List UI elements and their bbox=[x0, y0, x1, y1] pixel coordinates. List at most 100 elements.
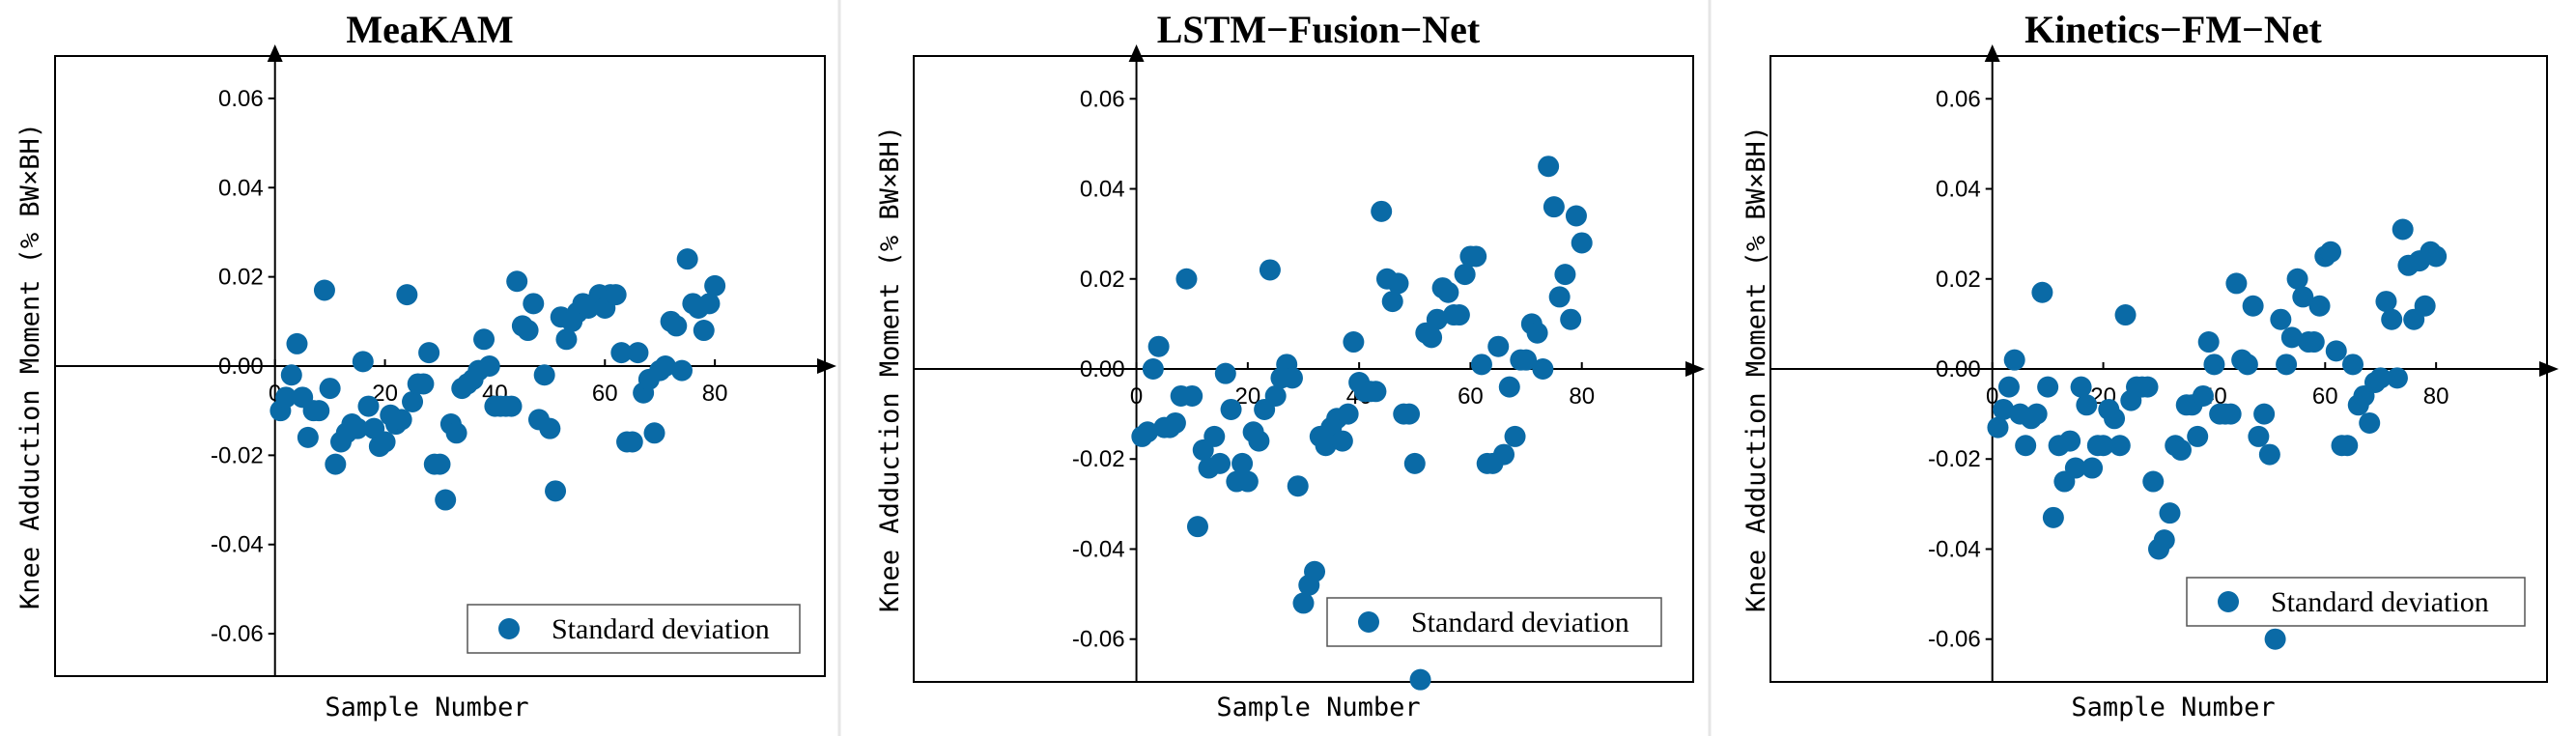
data-point bbox=[2381, 309, 2402, 330]
data-point bbox=[2326, 340, 2347, 361]
data-point bbox=[2109, 435, 2131, 456]
data-point bbox=[1527, 323, 1548, 344]
data-point bbox=[1248, 431, 1269, 452]
data-point bbox=[1505, 426, 1526, 447]
data-point bbox=[320, 378, 341, 399]
chart-title: Kinetics−FM−Net bbox=[2024, 8, 2322, 51]
data-point bbox=[1143, 358, 1164, 380]
data-point bbox=[1437, 282, 1458, 303]
y-tick-label: -0.02 bbox=[211, 442, 264, 468]
data-point bbox=[2243, 296, 2264, 317]
data-point bbox=[2387, 367, 2408, 388]
data-point bbox=[314, 279, 335, 300]
legend-label: Standard deviation bbox=[1411, 607, 1629, 638]
legend-label: Standard deviation bbox=[552, 613, 770, 645]
data-point bbox=[1571, 232, 1593, 253]
data-point bbox=[2071, 377, 2092, 398]
data-point bbox=[1338, 404, 1359, 425]
data-point bbox=[2425, 245, 2447, 267]
data-point bbox=[1549, 286, 1571, 307]
y-tick-label: -0.02 bbox=[1928, 446, 1981, 472]
x-axis-arrow bbox=[817, 358, 836, 374]
data-point bbox=[2392, 218, 2414, 240]
data-point bbox=[2415, 296, 2436, 317]
data-point bbox=[2304, 331, 2325, 353]
data-point bbox=[1175, 269, 1197, 290]
chart-panel-1: 0.060.040.020.00-0.02-0.04-0.060 20 40 60 80… bbox=[15, 8, 836, 722]
data-point bbox=[2081, 458, 2103, 479]
legend-marker bbox=[498, 618, 520, 639]
data-point bbox=[2170, 439, 2192, 461]
x-axis-arrow bbox=[1685, 361, 1705, 377]
y-tick-label: 0.04 bbox=[218, 175, 264, 201]
data-point bbox=[1455, 264, 1476, 285]
data-point bbox=[2137, 377, 2159, 398]
data-point bbox=[357, 396, 379, 417]
data-point bbox=[2359, 412, 2380, 434]
data-point bbox=[1371, 201, 1392, 222]
y-tick-label: -0.06 bbox=[1072, 627, 1125, 653]
data-point bbox=[1487, 336, 1509, 357]
data-point bbox=[1304, 561, 1325, 582]
data-point bbox=[677, 248, 698, 269]
y-tick-label: 0.02 bbox=[1936, 267, 1981, 293]
data-point bbox=[1365, 381, 1386, 402]
data-point bbox=[545, 480, 566, 501]
y-tick-label: 0.04 bbox=[1936, 177, 1981, 203]
y-tick-label: -0.06 bbox=[211, 621, 264, 647]
data-point bbox=[2375, 291, 2396, 312]
y-tick-label: 0.04 bbox=[1080, 177, 1125, 203]
data-point bbox=[1265, 385, 1287, 407]
chart-title: LSTM−Fusion−Net bbox=[1157, 8, 1481, 51]
y-tick-label: 0.00 bbox=[1936, 356, 1981, 382]
y-axis-title: Knee Adduction Moment (% BW×BH) bbox=[1741, 126, 1771, 612]
legend: Standard deviation bbox=[2187, 578, 2525, 626]
y-tick-label: 0.02 bbox=[1080, 267, 1125, 293]
data-point bbox=[2253, 404, 2275, 425]
data-point bbox=[2043, 507, 2064, 528]
x-axis-title: Sample Number bbox=[325, 693, 528, 722]
data-point bbox=[2031, 282, 2052, 303]
data-point bbox=[665, 315, 687, 336]
data-point bbox=[506, 270, 527, 292]
data-point bbox=[1532, 358, 1553, 380]
data-point bbox=[2187, 426, 2208, 447]
data-point bbox=[2270, 309, 2291, 330]
data-point bbox=[2026, 404, 2048, 425]
data-point bbox=[1293, 592, 1315, 613]
data-point bbox=[2225, 272, 2247, 294]
chart-panel-2: 0.060.040.020.00-0.02-0.04-0.06020406080… bbox=[875, 8, 1705, 722]
data-point bbox=[430, 454, 451, 475]
y-axis-arrow bbox=[268, 44, 283, 62]
data-point bbox=[501, 396, 523, 417]
y-axis-title: Knee Adduction Moment (% BW×BH) bbox=[875, 126, 905, 612]
data-point bbox=[523, 293, 544, 314]
data-point bbox=[1209, 453, 1231, 474]
data-point bbox=[1499, 377, 1520, 398]
data-point bbox=[2004, 350, 2025, 371]
data-point bbox=[1332, 431, 1353, 452]
x-tick-label: 80 bbox=[702, 381, 728, 407]
data-point bbox=[353, 351, 374, 372]
data-point bbox=[518, 320, 539, 341]
data-point bbox=[1382, 291, 1403, 312]
data-point bbox=[2037, 377, 2058, 398]
y-axis-arrow bbox=[1985, 44, 2000, 62]
data-point bbox=[281, 364, 302, 385]
data-point bbox=[396, 284, 417, 305]
legend: Standard deviation bbox=[467, 605, 800, 653]
data-point bbox=[1543, 196, 1565, 217]
data-point bbox=[2159, 502, 2180, 524]
legend-marker bbox=[2218, 591, 2239, 612]
x-tick-label: 60 bbox=[592, 381, 618, 407]
data-point bbox=[1282, 367, 1303, 388]
data-point bbox=[2154, 529, 2175, 551]
data-point bbox=[2142, 471, 2164, 493]
data-point bbox=[325, 454, 346, 475]
y-tick-label: -0.04 bbox=[1928, 536, 1981, 562]
data-point bbox=[1165, 412, 1186, 434]
data-point bbox=[627, 342, 648, 363]
data-point bbox=[1998, 377, 2020, 398]
data-point bbox=[606, 284, 627, 305]
data-point bbox=[2104, 408, 2125, 429]
